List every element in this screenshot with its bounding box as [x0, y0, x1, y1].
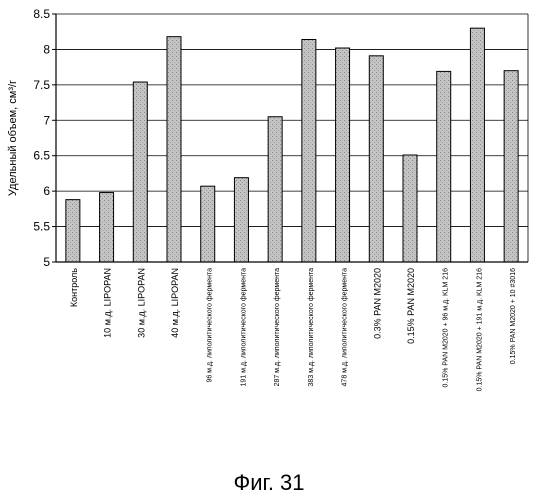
bar [167, 37, 181, 262]
y-tick-label: 8.5 [33, 7, 50, 21]
x-tick-label: 0.15% PAN M2020 + 191 м.д. KLM 216 [476, 268, 483, 391]
x-tick-label: 287 м.д. липолитического фермента [274, 268, 281, 387]
bar [369, 56, 383, 262]
bar [234, 178, 248, 262]
bar [470, 28, 484, 262]
bar [201, 186, 215, 262]
bar [133, 82, 147, 262]
bar [66, 200, 80, 262]
gridlines [56, 14, 528, 262]
y-tick-label: 6 [43, 184, 50, 198]
x-tick-label: Контроль [69, 268, 79, 307]
y-tick-label: 6.5 [33, 149, 50, 163]
bar-chart: 5 5.5 6 6.5 7 7.5 8 8.5 Контроль 10 м.д. LIPOPAN 3… [0, 0, 538, 470]
x-tick-label: 0.3% PAN M2020 [372, 268, 382, 339]
y-tick-label: 5.5 [33, 220, 50, 234]
x-tick-label: 191 м.д. липолитического фермента [240, 268, 247, 387]
bar [268, 117, 282, 262]
x-tick-label: 0.15% PAN M2020 + 96 м.д. KLM 216 [443, 268, 450, 388]
bar [504, 71, 518, 262]
x-tick-label: 383 м.д. липолитического фермента [308, 268, 315, 387]
x-tick-label: 0.15% PAN M2020 + 10 #3016 [510, 268, 517, 364]
y-tick-label: 7 [43, 113, 50, 127]
x-tick-label: 478 м.д. липолитического фермента [342, 268, 349, 387]
x-tick-label: 30 м.д. LIPOPAN [136, 268, 146, 338]
figure-caption: Фиг. 31 [0, 470, 538, 496]
x-tick-label: 10 м.д. LIPOPAN [103, 268, 113, 338]
x-tick-label: 0.15% PAN M2020 [406, 268, 416, 344]
x-tick-label: 96 м.д. липолитического фермента [207, 268, 214, 383]
bar [437, 71, 451, 262]
y-tick-label: 5 [43, 255, 50, 269]
y-tick-label: 8 [43, 42, 50, 56]
y-axis-label: Удельный объем, см³/г [7, 80, 19, 196]
axes [52, 14, 528, 262]
y-tick-label: 7.5 [33, 78, 50, 92]
bar [302, 40, 316, 262]
bar [100, 193, 114, 262]
x-tick-label: 40 м.д. LIPOPAN [170, 268, 180, 338]
bar [403, 155, 417, 262]
bar [336, 48, 350, 262]
